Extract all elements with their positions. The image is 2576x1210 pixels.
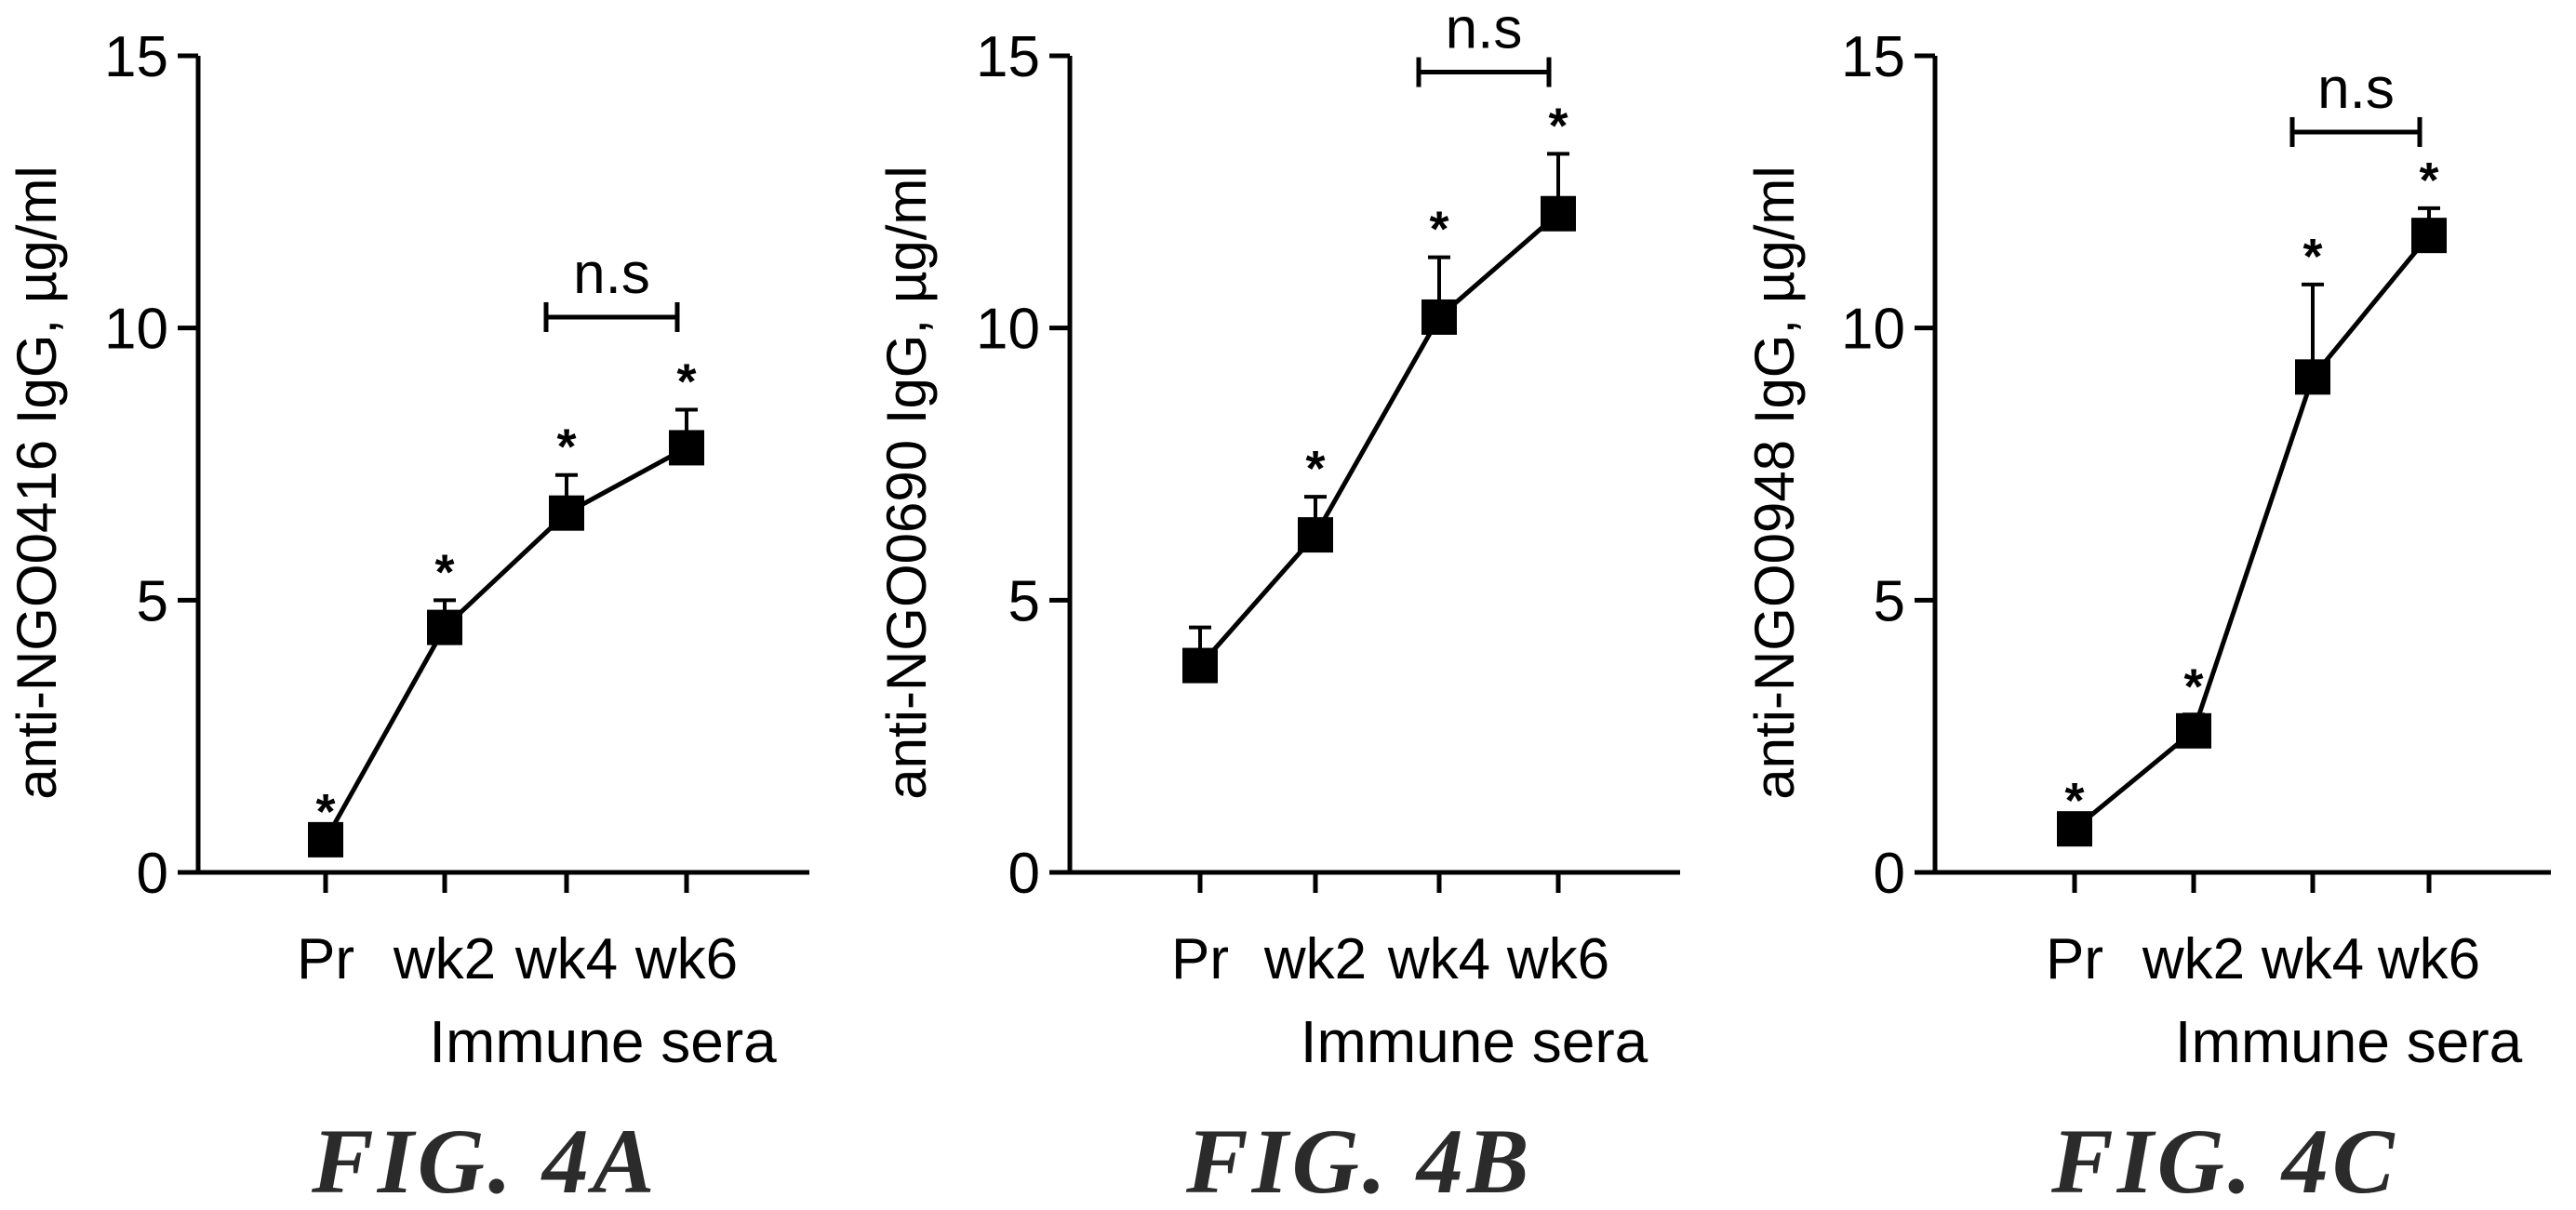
y-axis-title: anti-NGO0948 IgG, µg/ml: [1743, 166, 1806, 800]
x-tick-label-wk2: wk2: [393, 927, 496, 991]
data-point-wk2: [427, 609, 462, 645]
y-tick-label: 15: [976, 25, 1040, 89]
y-tick-label: 10: [104, 298, 168, 362]
x-axis-title: Immune sera: [1301, 1008, 1648, 1075]
figure-caption: FIG. 4A: [311, 1110, 659, 1210]
y-tick-label: 10: [1841, 298, 1905, 362]
series-line: [2073, 233, 2431, 831]
y-axis-title: anti-NGO0690 IgG, µg/ml: [875, 166, 938, 800]
chart-panel-3: 0 5 10 15 Pr wk2 wk4 wk6 Immune sera anti-NGO0948…: [1743, 25, 2551, 1210]
data-point-wk2: [2176, 712, 2211, 749]
ns-label: n.s: [573, 242, 650, 306]
x-axis-title: Immune sera: [2175, 1008, 2523, 1075]
data-point-Pr: [2057, 811, 2092, 847]
y-tick-label: 0: [137, 842, 168, 906]
data-point-Pr: [308, 821, 343, 858]
significance-star: *: [434, 544, 454, 600]
x-tick-label-wk2: wk2: [2142, 927, 2245, 991]
significance-star: *: [556, 419, 576, 475]
series-line: [323, 445, 688, 842]
y-tick-label: 5: [1874, 569, 1905, 633]
significance-star: *: [2183, 658, 2203, 714]
y-tick-label: 0: [1008, 842, 1040, 906]
x-tick-label-wk6: wk6: [2377, 927, 2480, 991]
significance-star: *: [2064, 773, 2084, 829]
significance-star: *: [676, 353, 696, 409]
y-tick-label: 10: [976, 298, 1040, 362]
y-tick-label: 15: [104, 25, 168, 89]
significance-star: *: [2419, 153, 2438, 208]
significance-star: *: [1548, 98, 1568, 153]
x-axis-title: Immune sera: [429, 1008, 777, 1075]
data-point-wk4: [2295, 359, 2330, 395]
data-point-wk6: [2411, 218, 2447, 254]
y-tick-label: 5: [137, 569, 168, 633]
x-tick-label-wk6: wk6: [634, 927, 738, 991]
significance-star: *: [2302, 229, 2322, 285]
x-tick-label-Pr: Pr: [2046, 927, 2103, 991]
x-tick-label-wk4: wk4: [1387, 927, 1490, 991]
figure-caption: FIG. 4B: [1185, 1110, 1533, 1210]
ns-label: n.s: [2317, 57, 2395, 121]
x-tick-label-wk6: wk6: [1506, 927, 1609, 991]
x-tick-label-Pr: Pr: [297, 927, 354, 991]
figure-caption: FIG. 4C: [2050, 1110, 2398, 1210]
y-tick-label: 15: [1841, 25, 1905, 89]
significance-star: *: [1305, 441, 1325, 497]
y-tick-label: 5: [1008, 569, 1040, 633]
y-axis-title: anti-NGO0416 IgG, µg/ml: [6, 166, 68, 800]
data-point-wk6: [1541, 195, 1576, 232]
x-tick-label-wk4: wk4: [2261, 927, 2364, 991]
ns-label: n.s: [1446, 0, 1523, 61]
x-tick-label-wk2: wk2: [1263, 927, 1367, 991]
data-point-wk6: [669, 430, 704, 466]
y-tick-label: 0: [1874, 842, 1905, 906]
series-line: [1198, 211, 1560, 668]
significance-star: *: [315, 784, 335, 840]
chart-panel-2: 0 5 10 15 Pr wk2 wk4 wk6 Immune sera anti-NGO0690…: [875, 0, 1680, 1210]
chart-panel-1: 0 5 10 15 Pr wk2 wk4 wk6 Immune sera anti-NGO0416…: [6, 25, 809, 1210]
x-tick-label-wk4: wk4: [514, 927, 618, 991]
significance-star: *: [1429, 202, 1448, 258]
x-tick-label-Pr: Pr: [1171, 927, 1229, 991]
data-point-wk4: [1421, 299, 1457, 335]
data-point-wk2: [1298, 517, 1333, 553]
data-point-Pr: [1182, 647, 1218, 684]
data-point-wk4: [549, 495, 584, 531]
